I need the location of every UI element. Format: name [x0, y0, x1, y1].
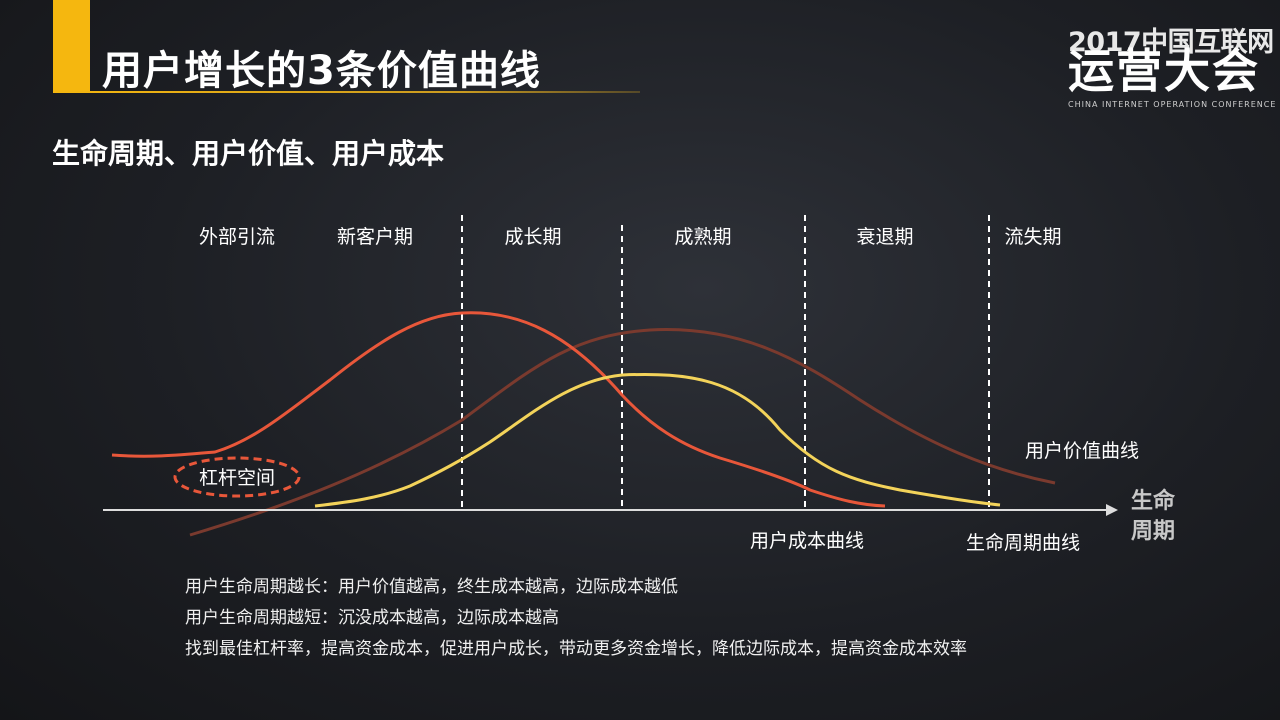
phase-label-external: 外部引流 — [199, 226, 275, 248]
notes: 用户生命周期越长：用户价值越高，终生成本越高，边际成本越低 用户生命周期越短：沉… — [185, 572, 967, 665]
logo-line3: CHINA INTERNET OPERATION CONFERENCE — [1068, 100, 1277, 109]
logo-line2: 运营大会 — [1068, 44, 1260, 98]
phase-label-decline: 衰退期 — [856, 226, 913, 248]
conference-logo: 2017中国互联网 运营大会 CHINA INTERNET OPERATION … — [1068, 20, 1275, 112]
title-accent-bar — [53, 0, 90, 92]
axis-label-line1: 生命 — [1131, 488, 1176, 514]
axis-arrowhead — [1106, 504, 1118, 516]
phase-dividers — [461, 215, 990, 510]
page-title: 用户增长的3条价值曲线 — [102, 48, 541, 94]
phase-label-growth: 成长期 — [504, 226, 561, 248]
phase-label-churn: 流失期 — [1004, 226, 1061, 248]
leverage-ellipse — [173, 456, 301, 498]
phase-label-new-customer: 新客户期 — [337, 226, 413, 248]
lifecycle-curve — [314, 372, 1001, 508]
value-curve-label: 用户价值曲线 — [1025, 440, 1139, 462]
leverage-label: 杠杆空间 — [199, 467, 275, 489]
axis-label-line2: 周期 — [1131, 519, 1175, 544]
logo-line1: 2017中国互联网 — [1068, 27, 1274, 58]
lifecycle-curve-label: 生命周期曲线 — [966, 532, 1080, 554]
note-line-3: 找到最佳杠杆率，提高资金成本，促进用户成长，带动更多资金增长，降低边际成本，提高… — [185, 639, 967, 659]
subtitle: 生命周期、用户价值、用户成本 — [52, 137, 445, 170]
user-value-curve — [189, 328, 1056, 537]
title-underline — [53, 91, 640, 93]
cost-curve-label: 用户成本曲线 — [750, 530, 864, 552]
user-cost-curve — [111, 311, 886, 508]
note-line-1: 用户生命周期越长：用户价值越高，终生成本越高，边际成本越低 — [185, 577, 678, 597]
phase-label-mature: 成熟期 — [674, 226, 731, 248]
note-line-2: 用户生命周期越短：沉没成本越高，边际成本越高 — [185, 608, 559, 628]
